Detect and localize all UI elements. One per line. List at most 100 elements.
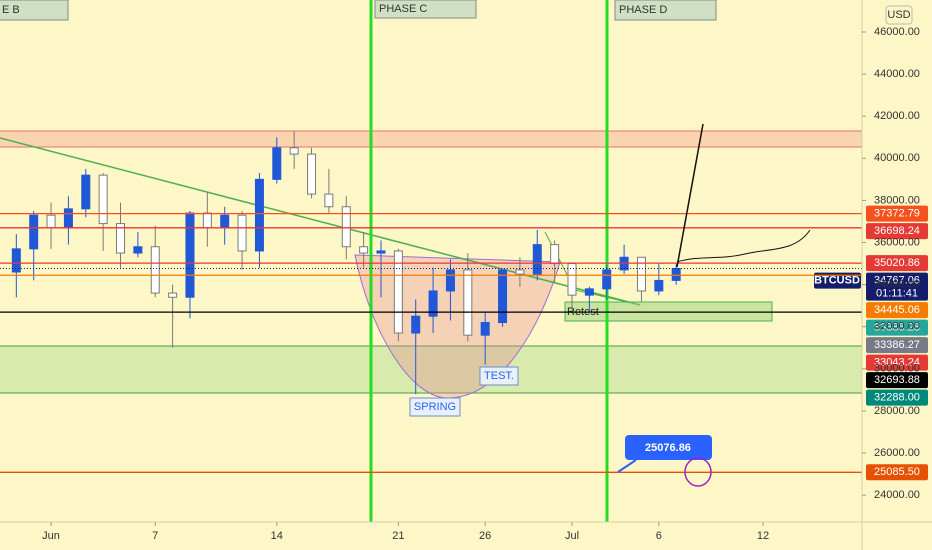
phase-d-label: PHASE D bbox=[619, 4, 667, 16]
y-tick-label: 30000.00 bbox=[874, 363, 920, 375]
x-tick-label: 26 bbox=[479, 530, 491, 542]
level-tag bbox=[866, 302, 928, 319]
levels: 37372.79 36698.24 35020.86 34767.0601:11:41… bbox=[0, 205, 928, 481]
level-tag bbox=[866, 337, 928, 354]
test-box bbox=[479, 366, 519, 386]
highlight-circle bbox=[684, 457, 712, 487]
candle-body bbox=[550, 244, 560, 265]
phase-box bbox=[614, 0, 717, 21]
callout-box bbox=[625, 435, 712, 460]
candle-body bbox=[411, 315, 421, 334]
phase-box bbox=[0, 0, 69, 21]
candle-body bbox=[567, 263, 577, 296]
candle-body bbox=[584, 288, 594, 296]
level-tag bbox=[866, 464, 928, 481]
level-tag bbox=[866, 319, 928, 336]
test-label: TEST. bbox=[484, 370, 514, 382]
candle-body bbox=[498, 269, 508, 324]
level-tag bbox=[866, 389, 928, 406]
level-tag bbox=[866, 272, 928, 301]
resistance-zone bbox=[0, 131, 862, 147]
candle-body bbox=[602, 269, 612, 290]
candles bbox=[11, 130, 681, 395]
candle-body bbox=[237, 214, 247, 252]
candle-body bbox=[307, 153, 317, 195]
phase-c-label: PHASE C bbox=[379, 3, 427, 15]
x-tick-label: Jul bbox=[565, 530, 579, 542]
level-label: 33386.27 bbox=[874, 339, 920, 351]
y-tick-label: 36000.00 bbox=[874, 236, 920, 248]
y-tick-label: 28000.00 bbox=[874, 405, 920, 417]
candle-body bbox=[428, 290, 438, 317]
level-label: 37372.79 bbox=[874, 208, 920, 220]
phase-box bbox=[374, 0, 477, 19]
candle-body bbox=[272, 147, 282, 180]
candle-body bbox=[671, 267, 681, 281]
candle-body bbox=[29, 214, 39, 250]
candle-body bbox=[341, 206, 351, 248]
y-tick-label: 26000.00 bbox=[874, 447, 920, 459]
level-tag bbox=[866, 372, 928, 389]
x-tick-label: 6 bbox=[656, 530, 662, 542]
candle-body bbox=[376, 250, 386, 254]
y-tick-label: 38000.00 bbox=[874, 194, 920, 206]
level-label: 33043.24 bbox=[874, 357, 920, 369]
y-tick-label: 44000.00 bbox=[874, 68, 920, 80]
x-tick-label: 21 bbox=[392, 530, 404, 542]
candle-body bbox=[654, 279, 664, 292]
candle-body bbox=[150, 246, 160, 294]
candle-body bbox=[81, 174, 91, 210]
countdown: 01:11:41 bbox=[876, 288, 918, 300]
candle-body bbox=[393, 250, 403, 334]
spring-label: SPRING bbox=[414, 401, 456, 413]
candle-body bbox=[359, 246, 369, 254]
level-label: 36698.24 bbox=[874, 225, 920, 237]
level-label: 34767.06 bbox=[874, 275, 920, 287]
candle-body bbox=[133, 246, 143, 254]
candle-body bbox=[480, 322, 490, 336]
y-tick-label: 46000.00 bbox=[874, 26, 920, 38]
level-label: 34445.06 bbox=[874, 304, 920, 316]
y-tick-label: 24000.00 bbox=[874, 489, 920, 501]
candle-body bbox=[116, 223, 126, 254]
support-zone bbox=[0, 346, 862, 393]
level-tag bbox=[866, 205, 928, 222]
projection-curve bbox=[676, 229, 811, 263]
candle-body bbox=[220, 214, 230, 229]
axes: 24000.00 26000.00 28000.00 30000.00 32000.00… bbox=[42, 26, 920, 542]
candle-body bbox=[46, 214, 56, 229]
candle-body bbox=[202, 212, 212, 229]
trend-line bbox=[0, 137, 641, 306]
y-tick-label: 32000.00 bbox=[874, 321, 920, 333]
level-label: 33386.28 bbox=[874, 322, 920, 334]
spring-box bbox=[409, 397, 461, 417]
candle-body bbox=[463, 269, 473, 336]
level-tag bbox=[866, 354, 928, 371]
x-tick-label: 14 bbox=[271, 530, 283, 542]
x-tick-label: 7 bbox=[152, 530, 158, 542]
candle-body bbox=[289, 147, 299, 155]
candle-body bbox=[185, 212, 195, 298]
candle-body bbox=[532, 244, 542, 275]
level-label: 32288.00 bbox=[874, 392, 920, 404]
level-label: 25085.50 bbox=[874, 466, 920, 478]
candle-body bbox=[63, 208, 73, 229]
callout-label: 25076.86 bbox=[645, 442, 691, 454]
symbol-tag bbox=[814, 272, 861, 289]
y-tick-label: 34000.00 bbox=[874, 279, 920, 291]
x-tick-label: Jun bbox=[42, 530, 60, 542]
x-tick-label: 12 bbox=[757, 530, 769, 542]
level-tag bbox=[866, 223, 928, 240]
currency-button[interactable] bbox=[885, 5, 913, 25]
y-tick-label: 40000.00 bbox=[874, 152, 920, 164]
candle-body bbox=[11, 248, 21, 273]
symbol-label: BTCUSD bbox=[814, 275, 860, 287]
phase-b-label: E B bbox=[2, 4, 20, 16]
candle-body bbox=[98, 174, 108, 225]
candle-body bbox=[445, 269, 455, 292]
level-label: 35020.86 bbox=[874, 257, 920, 269]
candle-body bbox=[515, 269, 525, 275]
callout-pointer bbox=[617, 459, 637, 473]
